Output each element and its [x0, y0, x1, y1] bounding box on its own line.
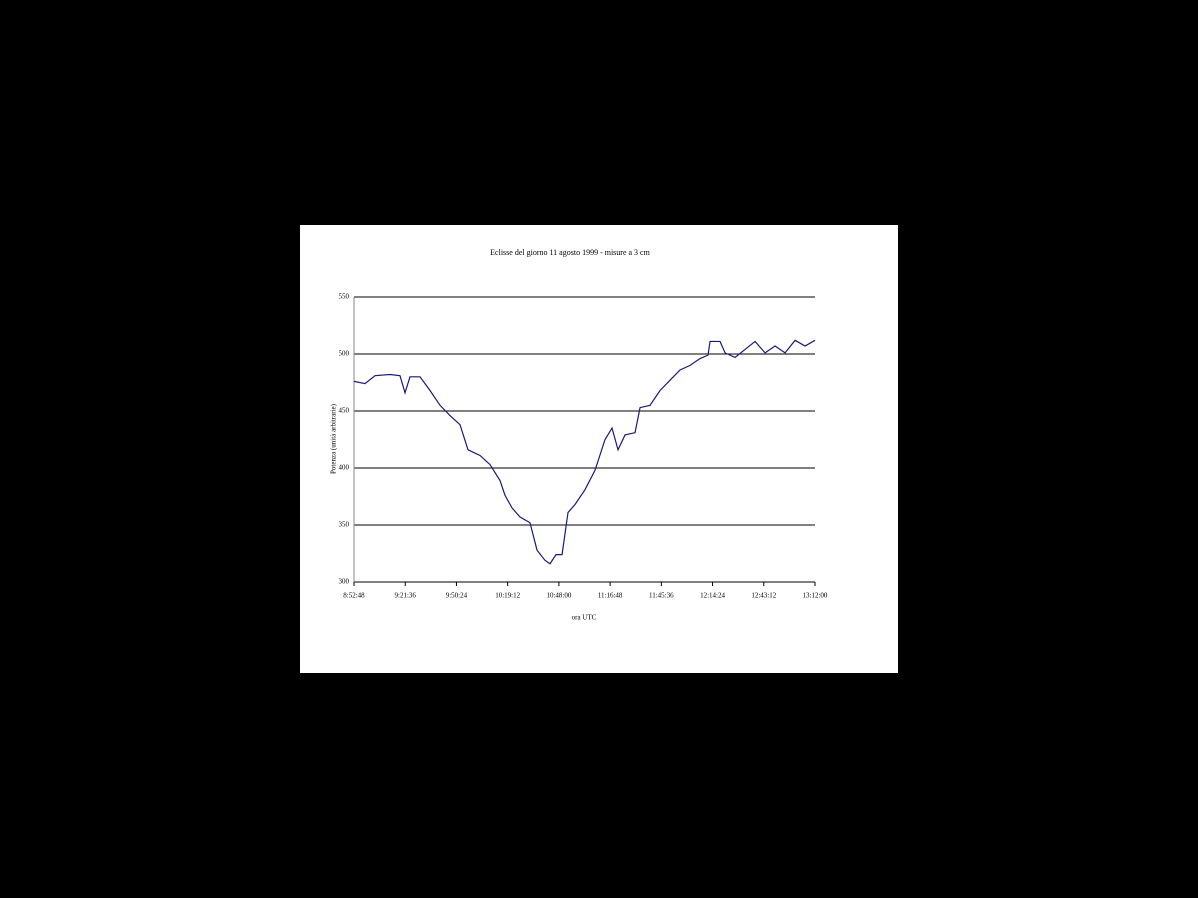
y-tick-label: 450 [339, 407, 350, 415]
x-tick-label: 10:19:12 [495, 592, 520, 600]
y-tick-label: 400 [339, 464, 350, 472]
x-axis-title: ora UTC [572, 614, 597, 622]
y-tick-label: 350 [339, 521, 350, 529]
x-tick-label: 11:16:48 [598, 592, 623, 600]
y-tick-label: 300 [339, 578, 350, 586]
data-line [353, 339, 816, 565]
x-tick-label: 11:45:36 [649, 592, 674, 600]
x-tick-label: 12:14:24 [700, 592, 725, 600]
chart-title: Eclisse del giorno 11 agosto 1999 - misu… [490, 248, 650, 257]
x-tick-label: 10:48:00 [546, 592, 571, 600]
x-tick-label: 8:52:48 [343, 592, 365, 600]
x-tick-label: 13:12:00 [803, 592, 828, 600]
x-tick-label: 9:21:36 [395, 592, 417, 600]
y-tick-label: 500 [339, 350, 350, 358]
y-tick-label: 550 [339, 293, 350, 301]
chart-area [300, 225, 898, 673]
x-tick-label: 9:50:24 [446, 592, 468, 600]
y-axis-title: Potenza (unità arbitrarie) [330, 403, 338, 474]
x-tick-label: 12:43:12 [751, 592, 776, 600]
